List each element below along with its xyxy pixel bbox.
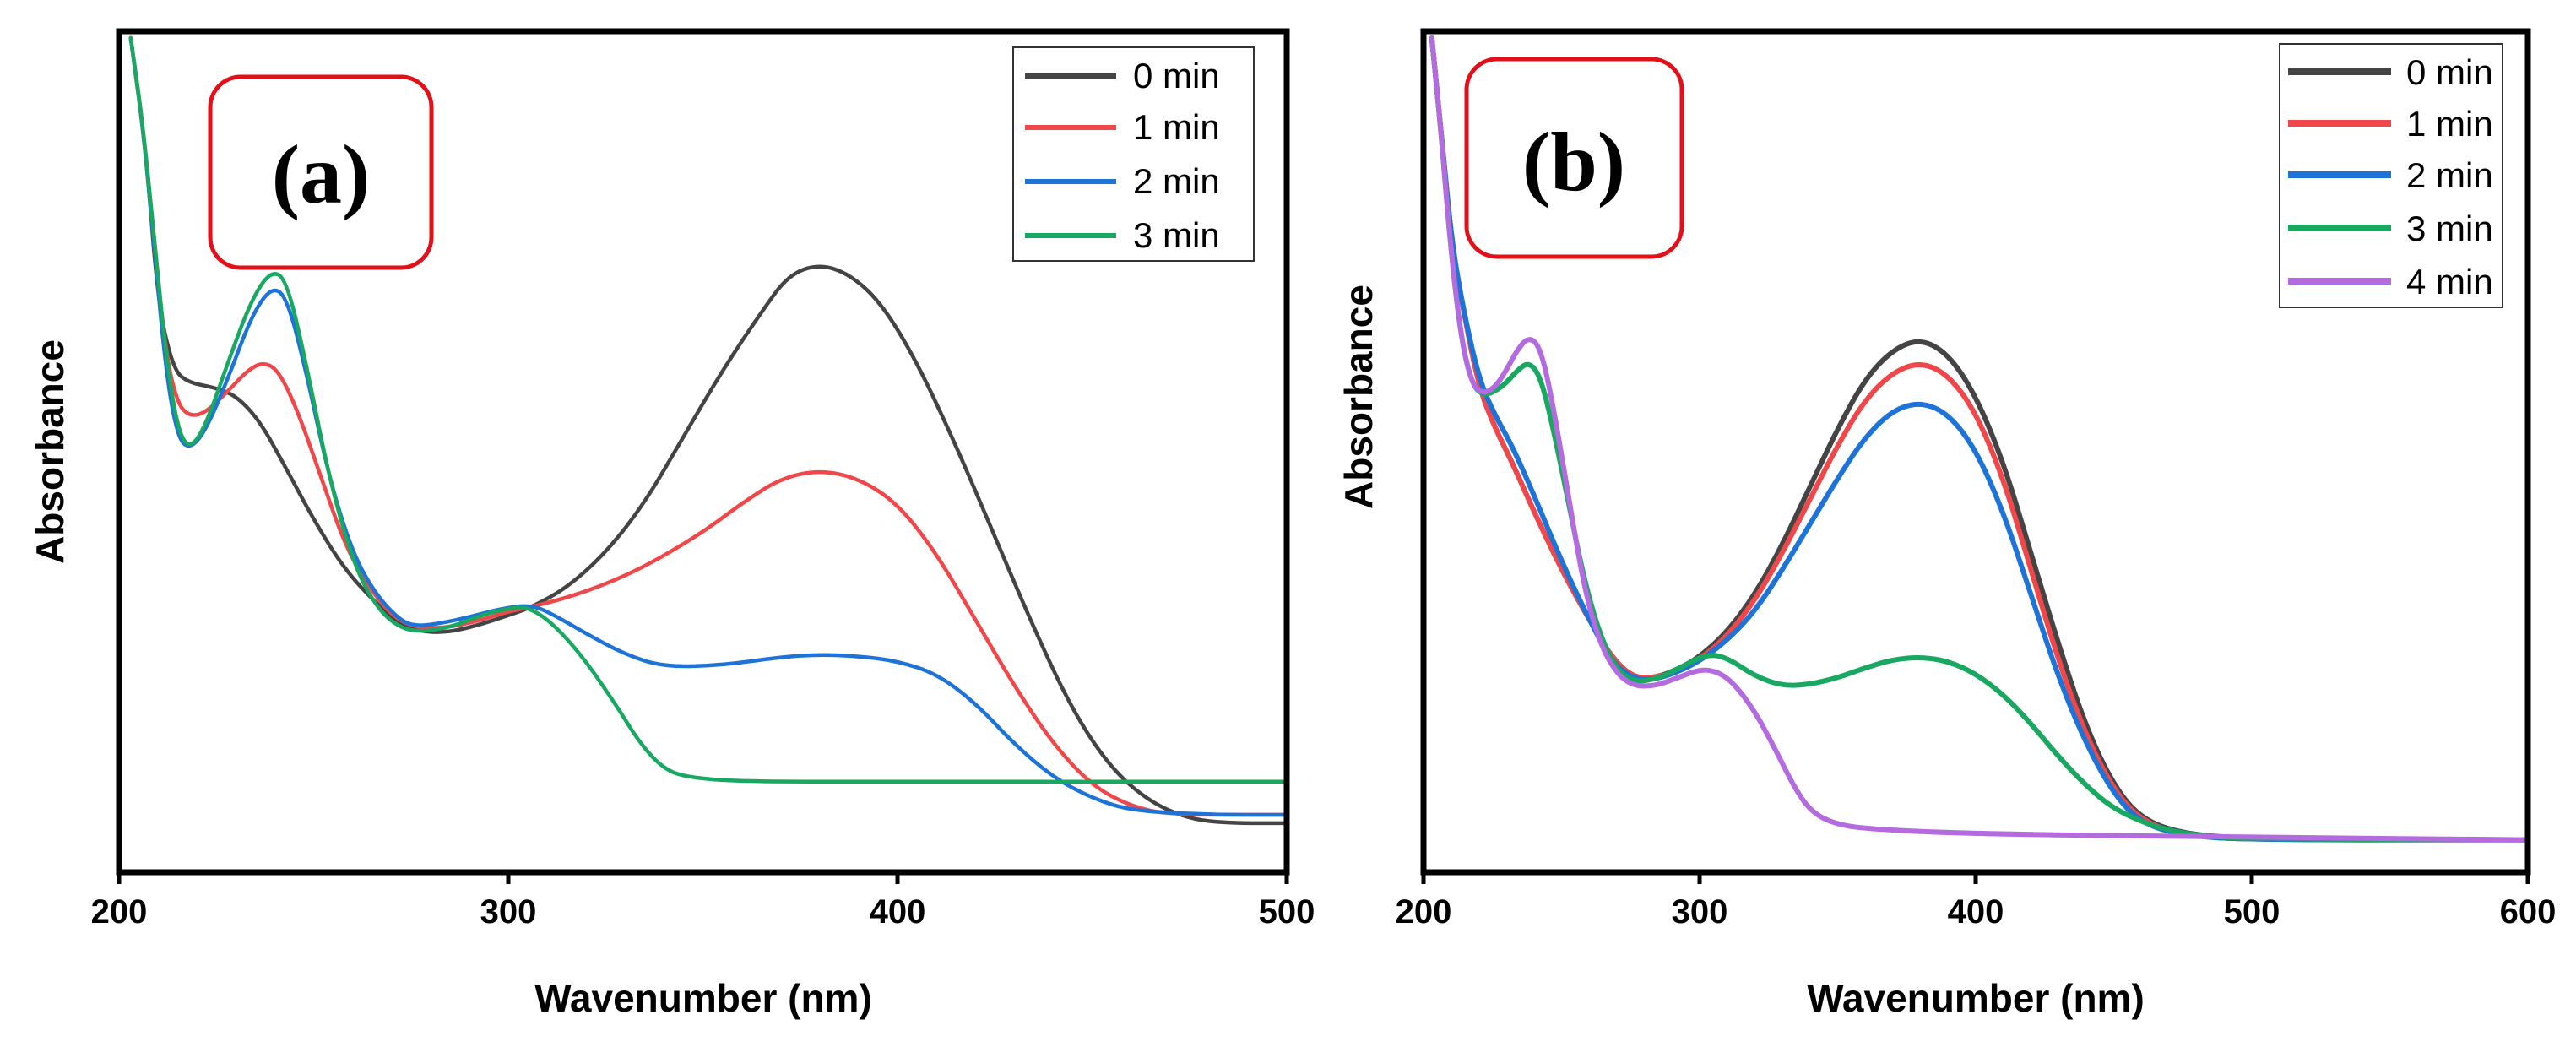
series-line-2-min-b — [1429, 35, 2530, 843]
legend-label-3-min: 3 min — [1133, 215, 1220, 255]
legend-label-1-min: 1 min — [1133, 107, 1220, 147]
x-tick-label-400-a: 400 — [870, 893, 926, 930]
legend-label-3-min: 3 min — [2406, 209, 2493, 248]
x-tick-label-400-b: 400 — [1948, 893, 2004, 930]
legend-label-0-min: 0 min — [1133, 56, 1220, 95]
legend-label-1-min: 1 min — [2406, 104, 2493, 144]
panel-a: 200 300 400 500 Wavenumber (nm) Absorbance … — [28, 28, 1315, 1020]
y-axis-label-b: Absorbance — [1337, 285, 1380, 509]
series-line-1-min-b — [1429, 35, 2530, 843]
series-line-4-min-b — [1429, 35, 2530, 843]
x-tick-label-300-a: 300 — [480, 893, 537, 930]
x-tick-label-300-b: 300 — [1672, 893, 1728, 930]
x-tick-label-600-b: 600 — [2500, 893, 2557, 930]
panel-tag-box-b — [1464, 57, 1684, 259]
panel-tag-box-a — [208, 74, 434, 270]
panel-tag-a: (a) — [208, 74, 434, 270]
curves-a — [128, 35, 1289, 826]
series-line-3-min-b — [1429, 35, 2530, 843]
x-axis-label-b: Wavenumber (nm) — [1807, 976, 2145, 1020]
x-axis-ticks-b: 200 300 400 500 600 — [1396, 872, 2557, 930]
legend-box-a — [1012, 46, 1255, 262]
legend-b: 0 min 1 min 2 min 3 min 4 min — [2279, 43, 2503, 308]
series-line-3-min-a — [128, 35, 1289, 784]
x-axis-ticks-a: 200 300 400 500 — [91, 872, 1315, 930]
panel-tag-label-a: (a) — [272, 127, 371, 221]
legend-label-0-min: 0 min — [2406, 52, 2493, 92]
plot-frame-a — [116, 28, 1290, 876]
panel-tag-label-b: (b) — [1522, 115, 1625, 209]
legend-a: 0 min 1 min 2 min 3 min — [1012, 46, 1255, 262]
panel-b: 200 300 400 500 600 Wavenumber (nm) Absorban… — [1337, 28, 2557, 1020]
x-tick-label-200-a: 200 — [91, 893, 148, 930]
x-axis-label-a: Wavenumber (nm) — [534, 976, 872, 1020]
y-axis-label-a: Absorbance — [28, 339, 72, 564]
x-tick-label-200-b: 200 — [1396, 893, 1452, 930]
x-tick-label-500-a: 500 — [1259, 893, 1315, 930]
legend-label-2-min: 2 min — [1133, 161, 1220, 201]
legend-label-4-min: 4 min — [2406, 262, 2493, 301]
panel-tag-b: (b) — [1464, 57, 1684, 259]
x-tick-label-500-b: 500 — [2224, 893, 2280, 930]
curves-b — [1429, 35, 2530, 843]
legend-label-2-min: 2 min — [2406, 155, 2493, 195]
